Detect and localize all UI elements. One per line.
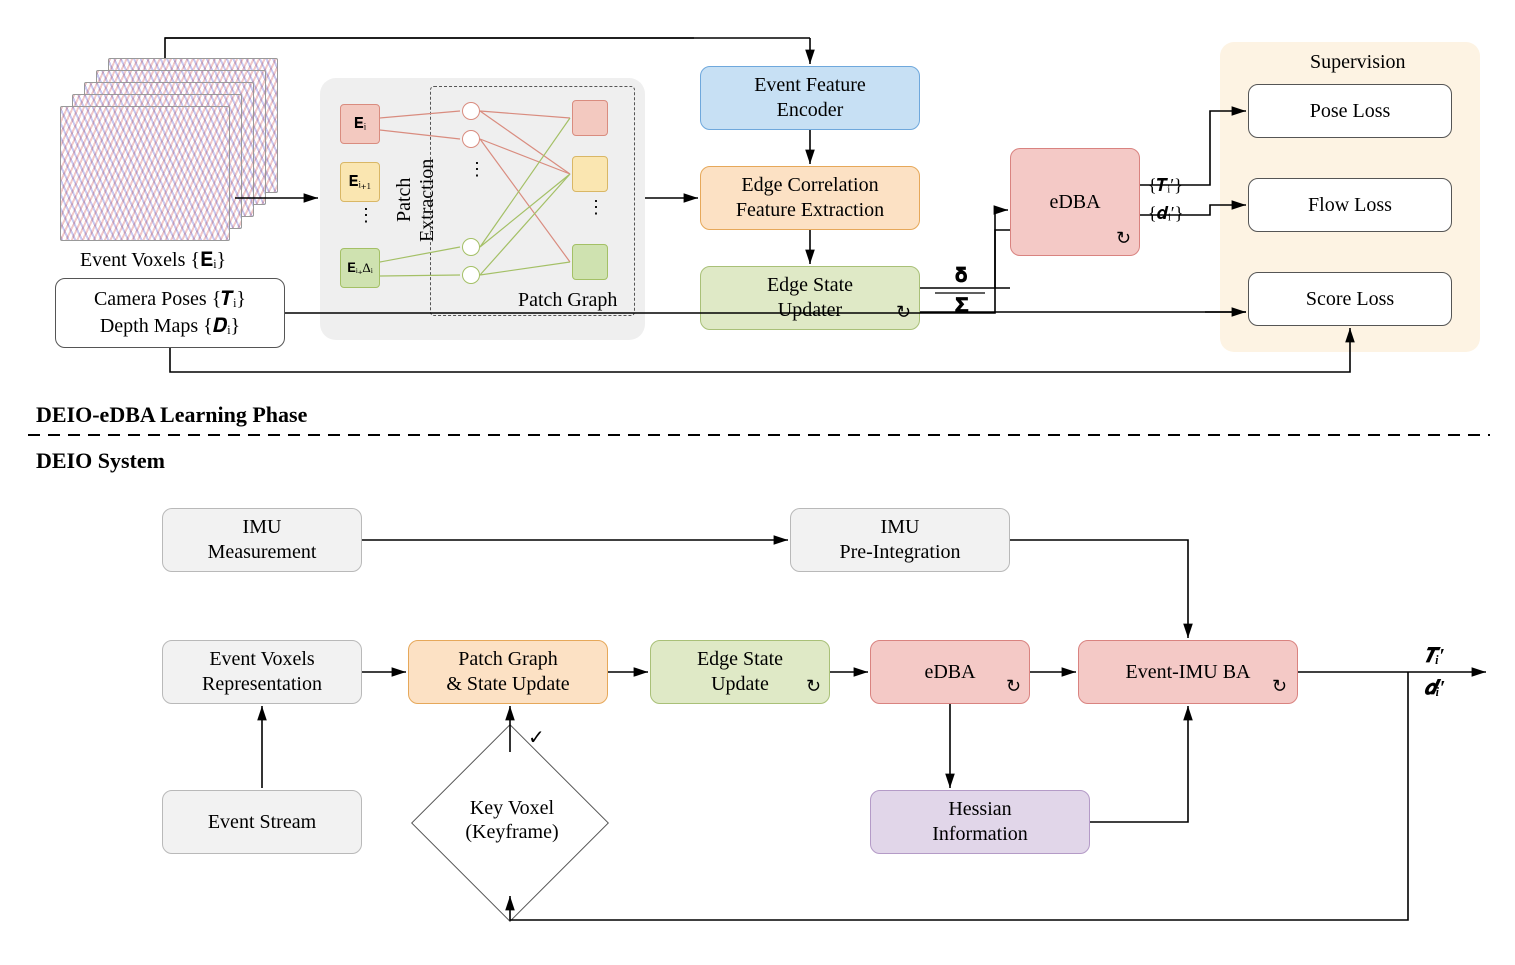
imu-preintegration-box: IMU Pre-Integration <box>790 508 1010 572</box>
depth-maps-label: Depth Maps {𝑫ᵢ} <box>100 314 240 339</box>
phase2-title: DEIO System <box>36 448 165 474</box>
phase1-title: DEIO-eDBA Learning Phase <box>36 402 307 428</box>
edge-state-update-label: Edge State Update <box>697 647 783 697</box>
patch-source-Ei+1: 𝐄ᵢ₊₁ <box>340 162 380 202</box>
patch-node-sq <box>572 156 608 192</box>
pose-loss-box: Pose Loss <box>1248 84 1452 138</box>
camera-poses-depth-box: Camera Poses {𝑻ᵢ} Depth Maps {𝑫ᵢ} <box>55 278 285 348</box>
event-voxel-image <box>60 106 230 241</box>
vdots-patch-left: ⋮ <box>357 212 363 218</box>
camera-poses-label: Camera Poses {𝑻ᵢ} <box>94 287 246 312</box>
edba-output-T: {𝑻ᵢ′} <box>1148 175 1183 197</box>
patch-node-circ <box>462 102 480 120</box>
patch-source-Ei: 𝐄ᵢ <box>340 104 380 144</box>
delta-label: 𝛅 <box>955 264 967 288</box>
event-voxels-caption: Event Voxels {𝐄ᵢ} <box>80 248 226 272</box>
event-stream-box: Event Stream <box>162 790 362 854</box>
edge-state-update-box: Edge State Update <box>650 640 830 704</box>
keyvoxel-check-icon: ✓ <box>528 726 545 750</box>
key-voxel-label: Key Voxel (Keyframe) <box>462 796 562 844</box>
imu-measurement-box: IMU Measurement <box>162 508 362 572</box>
patch-graph-label: Patch Graph <box>518 288 617 312</box>
vdots-patch-circ: ⋮ <box>468 166 474 172</box>
patch-node-circ <box>462 238 480 256</box>
patch-node-circ <box>462 266 480 284</box>
flow-loss-box: Flow Loss <box>1248 178 1452 232</box>
sigma-label: 𝚺 <box>955 294 969 318</box>
edba-output-d: {𝒅ᵢ′} <box>1148 203 1183 225</box>
output-T-bottom: 𝑻ᵢ′ <box>1424 644 1445 668</box>
loop-icon: ↻ <box>1006 676 1021 697</box>
edge-correlation-feature-extraction: Edge Correlation Feature Extraction <box>700 166 920 230</box>
event-imu-ba-box: Event-IMU BA <box>1078 640 1298 704</box>
patch-node-sq <box>572 100 608 136</box>
loop-icon: ↻ <box>1272 676 1287 697</box>
patch-source-Ei+di: 𝐄ᵢ₊Δᵢ <box>340 248 380 288</box>
edge-state-updater: Edge State Updater <box>700 266 920 330</box>
patch-node-sq <box>572 244 608 280</box>
event-feature-encoder: Event Feature Encoder <box>700 66 920 130</box>
event-voxels-rep-box: Event Voxels Representation <box>162 640 362 704</box>
score-loss-box: Score Loss <box>1248 272 1452 326</box>
patch-graph-state-update-box: Patch Graph & State Update <box>408 640 608 704</box>
supervision-title: Supervision <box>1310 50 1406 74</box>
patch-node-circ <box>462 130 480 148</box>
loop-icon: ↻ <box>806 676 821 697</box>
hessian-info-box: Hessian Information <box>870 790 1090 854</box>
loop-icon: ↻ <box>1116 228 1131 249</box>
loop-icon: ↻ <box>896 302 911 323</box>
output-d-bottom: 𝒅ᵢ′ <box>1424 676 1445 700</box>
vdots-patch-sq: ⋮ <box>587 204 593 210</box>
